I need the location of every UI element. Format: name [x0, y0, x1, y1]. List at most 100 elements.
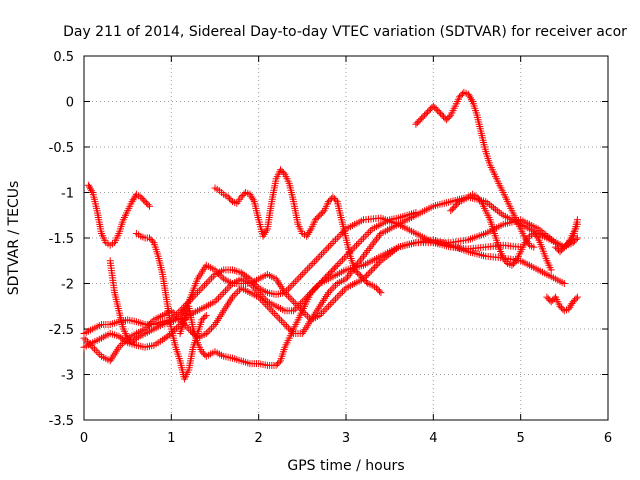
data-point [329, 266, 337, 274]
data-point [533, 233, 541, 240]
data-point [377, 289, 385, 297]
data-point [272, 311, 280, 319]
data-point [129, 196, 137, 204]
data-point [96, 351, 104, 358]
data-point [413, 119, 421, 127]
data-point [251, 285, 259, 293]
data-point [349, 245, 357, 253]
data-point [88, 187, 96, 195]
data-point [346, 249, 353, 257]
data-point [318, 250, 325, 258]
data-point [216, 292, 224, 300]
data-point [313, 214, 321, 222]
data-point [173, 324, 181, 332]
data-point [291, 278, 299, 286]
data-point [300, 269, 308, 277]
data-point [138, 195, 146, 203]
data-point [262, 227, 270, 235]
data-point [333, 234, 341, 242]
data-point [571, 296, 578, 304]
data-point [269, 308, 277, 316]
x-tick-label: 0 [80, 431, 88, 446]
data-point [330, 195, 338, 203]
series-arc-12 [552, 220, 581, 256]
data-point [239, 192, 247, 199]
data-point [375, 258, 383, 266]
data-point [325, 270, 332, 278]
data-point [431, 104, 439, 112]
series-arc-7 [211, 166, 385, 297]
data-point [330, 238, 338, 246]
data-point [311, 284, 319, 292]
data-point [340, 254, 348, 262]
data-point [291, 300, 299, 307]
data-point [128, 198, 136, 206]
data-point [281, 321, 289, 328]
data-point [248, 194, 256, 202]
data-point [328, 299, 336, 307]
data-point [174, 314, 182, 322]
data-point [213, 296, 221, 304]
y-axis-title: SDTVAR / TECUs [6, 181, 22, 296]
data-point [326, 269, 334, 277]
data-point [226, 195, 234, 203]
data-point [267, 306, 275, 314]
data-point [288, 281, 296, 289]
data-point [317, 278, 325, 286]
data-point [451, 202, 459, 210]
data-point [290, 307, 298, 315]
data-point [363, 272, 371, 280]
data-point [337, 290, 345, 297]
data-point [356, 238, 364, 246]
data-point [437, 110, 445, 118]
data-point [351, 243, 359, 251]
data-point [224, 193, 232, 201]
data-point [275, 358, 283, 366]
data-point [293, 276, 301, 284]
data-point [199, 283, 207, 291]
data-point [360, 234, 367, 242]
data-point [321, 306, 329, 314]
data-point [147, 236, 155, 243]
data-point [215, 294, 222, 302]
data-point [549, 296, 557, 304]
data-point [312, 256, 320, 264]
data-point [352, 267, 360, 275]
data-point [218, 290, 226, 298]
data-point [145, 321, 153, 329]
data-point [385, 251, 393, 259]
data-point [326, 300, 334, 308]
data-point [557, 304, 565, 312]
data-point [567, 301, 575, 309]
x-tick-label: 5 [517, 431, 525, 446]
data-point [199, 314, 207, 322]
data-point [556, 302, 564, 310]
data-point [435, 108, 443, 116]
y-tick-label: -2.5 [49, 323, 74, 338]
data-point [573, 293, 581, 301]
data-point [562, 242, 570, 250]
data-point [195, 287, 203, 295]
data-point [314, 281, 322, 289]
data-point [131, 336, 139, 344]
data-point [556, 248, 564, 256]
data-point [279, 169, 287, 177]
data-point [371, 263, 379, 271]
x-tick-label: 3 [342, 431, 350, 446]
data-point [325, 198, 332, 206]
data-point [339, 256, 346, 264]
data-point [339, 288, 346, 296]
data-point [85, 340, 93, 348]
data-point [215, 270, 222, 277]
data-point [419, 113, 427, 121]
series-arc-3 [132, 230, 210, 383]
data-point [270, 310, 278, 317]
data-point [353, 241, 360, 249]
data-point [309, 260, 317, 267]
data-point [335, 232, 343, 240]
data-point [450, 204, 458, 212]
data-point [309, 287, 316, 295]
data-point [290, 280, 298, 287]
data-point [144, 201, 152, 209]
data-point [374, 260, 382, 268]
